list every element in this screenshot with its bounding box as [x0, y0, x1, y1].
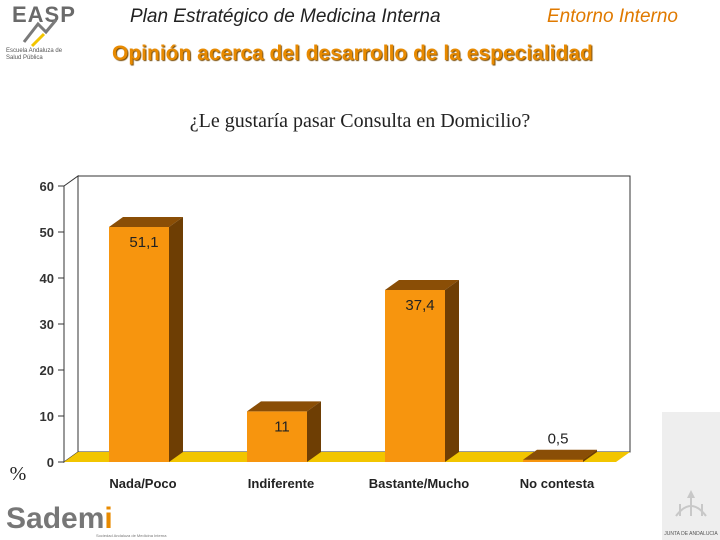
- bar-front: [247, 411, 307, 462]
- header-section: Entorno Interno: [547, 6, 678, 27]
- bar-top: [385, 279, 459, 290]
- bar: [385, 279, 459, 462]
- bar-front: [109, 226, 169, 462]
- bar: [523, 449, 597, 462]
- data-label: 51,1: [129, 234, 158, 251]
- junta-emblem-icon: [675, 490, 707, 517]
- y-tick-label: 30: [40, 317, 54, 332]
- sademi-logo: Sademi Sociedad Andaluza de Medicina Int…: [4, 502, 174, 538]
- y-tick-label: 50: [40, 225, 54, 240]
- easp-logo-subtitle: Escuela Andaluza de Salud Pública: [6, 48, 63, 61]
- x-tick-label: No contesta: [520, 476, 595, 491]
- easp-logo: EASP Escuela Andaluza de Salud Pública: [4, 2, 75, 68]
- plot-floor: [64, 452, 630, 462]
- bar-top: [109, 216, 183, 227]
- header-title: Plan Estratégico de Medicina Interna: [130, 6, 441, 27]
- junta-logo-text: JUNTA DE ANDALUCIA: [664, 531, 718, 537]
- easp-emblem-icon: [22, 19, 58, 48]
- bar-chart: 0 10 20 30 40 50 60% 51,1 Nada/Poco 11 Indiferente…: [10, 175, 631, 491]
- bar-top: [247, 401, 321, 412]
- easp-logo-mark: EASP: [12, 2, 76, 27]
- x-tick-label: Bastante/Mucho: [369, 476, 469, 491]
- bar-front: [523, 459, 583, 462]
- bar-side: [445, 279, 459, 462]
- y-tick-label: 40: [40, 271, 54, 286]
- bar-side: [583, 449, 597, 462]
- chart-title: ¿Le gustaría pasar Consulta en Domicilio…: [189, 110, 531, 132]
- y-tick-label: 10: [40, 409, 54, 424]
- sademi-logo-word: Sadem: [6, 502, 105, 535]
- bar-front: [385, 289, 445, 462]
- bar-side: [307, 401, 321, 462]
- bar-side: [169, 216, 183, 462]
- junta-logo: JUNTA DE ANDALUCIA: [662, 412, 720, 540]
- sademi-logo-tagline: Sociedad Andaluza de Medicina Interna: [96, 533, 167, 538]
- x-tick-label: Indiferente: [248, 476, 314, 491]
- bar: [247, 401, 321, 462]
- data-label: 11: [274, 418, 290, 435]
- page-title: Opinión acerca del desarrollo de la espe…: [112, 42, 593, 65]
- y-tick-label: 20: [40, 363, 54, 378]
- y-tick-label: 0: [47, 455, 54, 470]
- sademi-logo-accent: i: [104, 502, 113, 535]
- data-label: 0,5: [548, 431, 569, 448]
- plot-side-wall: [63, 175, 79, 463]
- x-tick-label: Nada/Poco: [109, 476, 176, 491]
- bar-top: [523, 449, 597, 460]
- bar: [109, 216, 183, 462]
- data-label: 37,4: [405, 297, 434, 314]
- y-tick-label: 60: [40, 179, 54, 194]
- y-axis-label: %: [10, 463, 27, 485]
